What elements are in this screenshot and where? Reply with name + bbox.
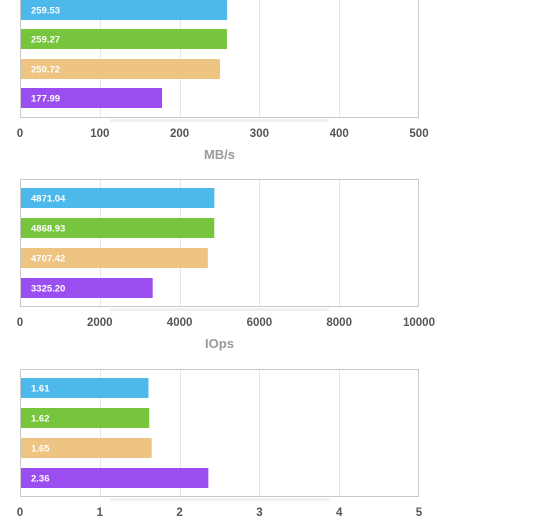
tick-label: 100 xyxy=(90,128,109,140)
chart-3: 1.61 1.62 1.65 2.36 0 1 2 3 4 5 xyxy=(17,369,423,516)
tick-label: 4000 xyxy=(167,317,193,329)
tick-label: 0 xyxy=(17,317,23,329)
tick-label: 6000 xyxy=(247,317,273,329)
tick-label: 1 xyxy=(97,507,104,516)
plot-shadow xyxy=(110,498,329,501)
bar xyxy=(21,59,221,79)
tick-label: 8000 xyxy=(326,317,352,329)
bar xyxy=(21,29,227,49)
bar-value-label: 2.36 xyxy=(31,474,50,485)
bar-value-label: 1.65 xyxy=(31,444,50,455)
bar xyxy=(21,0,228,20)
plot-shadow xyxy=(110,308,329,311)
tick-label: 3 xyxy=(256,507,262,516)
plot-frame xyxy=(20,179,419,307)
tick-label: 300 xyxy=(250,128,269,140)
bar-value-label: 250.72 xyxy=(31,65,60,76)
bar-value-label: 3325.20 xyxy=(31,284,65,295)
axis-title: MB/s xyxy=(204,147,235,162)
axis-title: IOps xyxy=(205,336,234,351)
bar-value-label: 1.61 xyxy=(31,384,50,395)
tick-label: 200 xyxy=(170,128,189,140)
tick-label: 0 xyxy=(17,507,23,516)
bar xyxy=(21,438,152,458)
bar-value-label: 1.62 xyxy=(31,414,50,425)
tick-label: 4 xyxy=(336,507,343,516)
chart-2: 4871.04 4868.93 4707.42 3325.20 0 2000 4000 600… xyxy=(17,179,435,351)
tick-label: 10000 xyxy=(403,317,435,329)
bar-value-label: 4871.04 xyxy=(31,194,66,205)
bar xyxy=(21,408,150,428)
tick-label: 0 xyxy=(17,128,23,140)
bar xyxy=(21,248,208,268)
bar xyxy=(21,218,215,238)
bar xyxy=(21,378,149,398)
bar xyxy=(21,468,209,488)
bar-value-label: 4868.93 xyxy=(31,224,65,235)
tick-label: 2 xyxy=(176,507,182,516)
bar xyxy=(21,278,153,298)
tick-label: 500 xyxy=(409,128,428,140)
bar-value-label: 259.27 xyxy=(31,35,60,46)
chart-1: 259.53 259.27 250.72 177.99 0 100 200 300 400 500… xyxy=(17,0,429,162)
tick-label: 2000 xyxy=(87,317,113,329)
bar-value-label: 177.99 xyxy=(31,94,60,105)
bar xyxy=(21,188,215,208)
tick-label: 400 xyxy=(330,128,349,140)
plot-shadow xyxy=(110,119,329,122)
bar-value-label: 259.53 xyxy=(31,6,60,17)
tick-label: 5 xyxy=(416,507,423,516)
bar xyxy=(21,88,163,108)
bar-value-label: 4707.42 xyxy=(31,254,65,265)
plot-frame xyxy=(20,369,419,497)
plot-frame xyxy=(20,0,419,118)
